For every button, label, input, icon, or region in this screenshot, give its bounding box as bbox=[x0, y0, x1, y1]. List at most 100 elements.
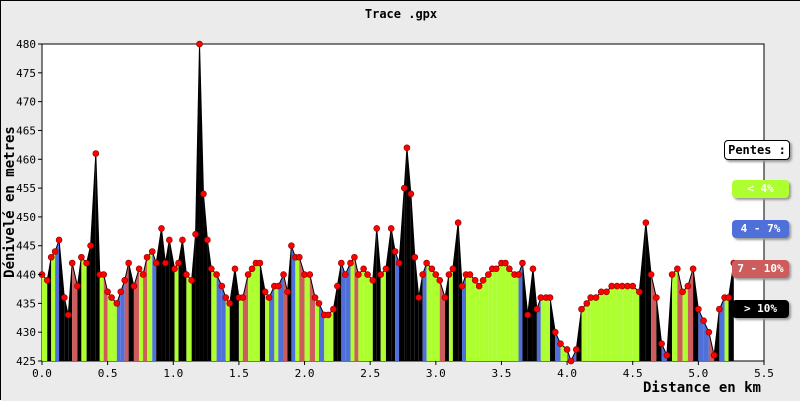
elevation-point bbox=[705, 328, 713, 336]
slope-segment bbox=[111, 297, 117, 361]
slope-segment bbox=[165, 239, 170, 361]
slope-segment bbox=[216, 274, 222, 361]
elevation-point bbox=[248, 265, 256, 273]
elevation-point bbox=[529, 265, 537, 273]
slope-segment bbox=[399, 188, 405, 361]
elevation-point bbox=[506, 265, 513, 273]
elevation-point bbox=[226, 300, 234, 307]
slope-segment bbox=[595, 291, 602, 361]
elevation-point bbox=[391, 248, 399, 255]
elevation-point bbox=[231, 265, 239, 273]
slope-segment bbox=[120, 280, 125, 361]
elevation-point bbox=[324, 311, 332, 319]
slope-segment bbox=[345, 263, 351, 361]
elevation-point bbox=[466, 271, 474, 278]
axes: 425 430 435 440 445 450 455 460 465 470 475 480 0.0 0… bbox=[16, 38, 774, 380]
slope-segment bbox=[367, 274, 373, 361]
slope-segment bbox=[328, 309, 334, 361]
elevation-point bbox=[695, 305, 702, 313]
elevation-point bbox=[629, 282, 637, 290]
x-tick-label: 1.0 bbox=[163, 367, 183, 380]
elevation-point bbox=[578, 305, 585, 313]
x-axis-label: Distance en km bbox=[643, 380, 761, 396]
elevation-point bbox=[121, 277, 129, 284]
slope-segment bbox=[42, 274, 48, 361]
slope-segment bbox=[546, 297, 551, 361]
slope-segment bbox=[315, 297, 319, 361]
elevation-point bbox=[143, 253, 151, 261]
slope-segment bbox=[274, 286, 279, 361]
slope-segment bbox=[299, 257, 305, 361]
elevation-point bbox=[61, 294, 68, 301]
slope-segment bbox=[304, 274, 310, 361]
elevation-point bbox=[382, 265, 390, 273]
elevation-point bbox=[78, 253, 85, 261]
elevation-point bbox=[387, 225, 395, 232]
slope-segment bbox=[475, 280, 480, 361]
y-tick-label: 475 bbox=[16, 67, 36, 80]
slope-segment bbox=[518, 263, 523, 361]
elevation-point bbox=[43, 277, 51, 284]
elevation-point bbox=[55, 236, 63, 244]
elevation-point bbox=[51, 248, 59, 255]
elevation-point bbox=[364, 271, 371, 278]
elevation-point bbox=[347, 259, 354, 267]
elevation-point bbox=[449, 265, 457, 273]
elevation-point bbox=[533, 305, 541, 313]
elevation-point bbox=[130, 282, 138, 290]
x-tick-label: 2.5 bbox=[360, 367, 380, 380]
elevation-point bbox=[403, 144, 411, 152]
slope-segment bbox=[590, 297, 596, 361]
elevation-fills bbox=[42, 44, 734, 361]
slope-segment bbox=[536, 297, 541, 361]
elevation-point bbox=[492, 265, 500, 273]
slope-segment bbox=[391, 228, 396, 361]
slope-segment bbox=[221, 286, 226, 361]
slope-segment bbox=[295, 257, 300, 361]
slope-segment bbox=[99, 274, 104, 361]
elevation-point bbox=[546, 294, 554, 301]
slope-segment bbox=[199, 44, 204, 361]
slope-segment bbox=[672, 268, 678, 361]
elevation-point bbox=[108, 294, 115, 301]
slope-segment bbox=[143, 257, 148, 361]
slope-segment bbox=[291, 245, 296, 361]
elevation-point bbox=[74, 282, 81, 290]
slope-segment bbox=[358, 268, 364, 361]
elevation-point bbox=[423, 259, 430, 267]
slope-segment bbox=[380, 268, 386, 361]
elevation-point bbox=[689, 265, 697, 273]
elevation-point bbox=[710, 351, 718, 359]
slope-segment bbox=[586, 297, 591, 361]
slope-segment bbox=[719, 297, 725, 361]
elevation-point bbox=[125, 259, 132, 267]
elevation-point bbox=[256, 259, 264, 267]
elevation-point bbox=[351, 253, 358, 261]
slope-segment bbox=[414, 257, 419, 361]
slope-segment bbox=[195, 44, 200, 361]
elevation-point bbox=[179, 236, 186, 244]
slope-segment bbox=[422, 263, 427, 361]
elevation-markers bbox=[38, 40, 738, 365]
slope-segment bbox=[724, 297, 729, 361]
elevation-point bbox=[635, 288, 643, 296]
elevation-point bbox=[377, 271, 384, 278]
elevation-point bbox=[261, 288, 269, 296]
elevation-point bbox=[658, 340, 665, 348]
slope-segment bbox=[492, 268, 497, 361]
x-tick-label: 4.5 bbox=[623, 367, 643, 380]
elevation-point bbox=[572, 346, 580, 353]
y-axis-label: Dénivelé en metres bbox=[2, 126, 18, 278]
elevation-point bbox=[519, 259, 526, 267]
slope-segment bbox=[68, 263, 73, 361]
slope-segment bbox=[431, 268, 436, 361]
elevation-point bbox=[244, 271, 252, 278]
legend-title: Pentes : bbox=[724, 140, 790, 160]
slope-segment bbox=[426, 263, 432, 361]
slope-segment bbox=[622, 286, 628, 361]
elevation-point bbox=[674, 265, 681, 273]
slope-segment bbox=[466, 274, 470, 361]
elevation-point bbox=[567, 357, 575, 365]
slope-segment bbox=[645, 222, 652, 361]
